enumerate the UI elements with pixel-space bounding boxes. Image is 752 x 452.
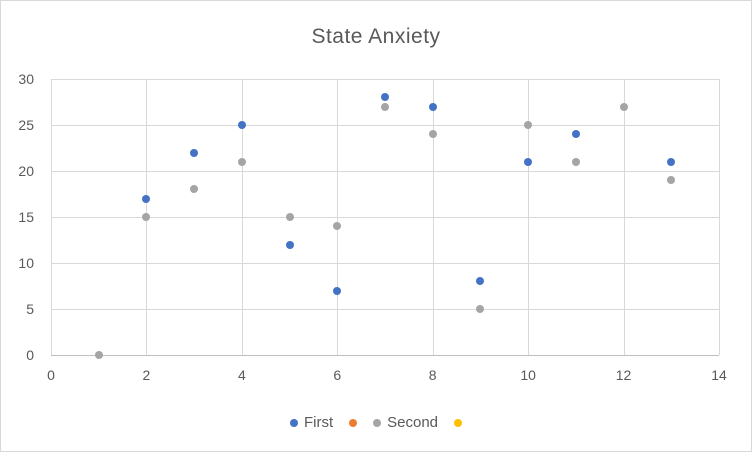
x-tick-label: 12 (615, 367, 632, 383)
x-tick-label: 8 (428, 367, 437, 383)
data-point-first[interactable] (333, 286, 342, 295)
data-point-first[interactable] (285, 240, 294, 249)
y-tick-label: 20 (18, 163, 34, 179)
chart-title: State Anxiety (311, 25, 441, 48)
x-tick-label: 10 (520, 367, 536, 383)
legend-label: Second (387, 414, 439, 431)
y-tick-label: 15 (18, 209, 34, 225)
data-point-first[interactable] (237, 121, 246, 129)
data-point-first[interactable] (428, 102, 437, 111)
data-point-first[interactable] (381, 93, 389, 102)
y-tick-label: 10 (18, 255, 34, 271)
data-point-second[interactable] (476, 305, 485, 313)
horizontal-gridline (51, 125, 719, 126)
horizontal-gridline (51, 263, 719, 264)
legend-item[interactable] (349, 418, 358, 427)
data-point-second[interactable] (94, 351, 103, 359)
legend-marker-icon (454, 418, 463, 427)
data-point-second[interactable] (237, 157, 246, 166)
data-point-first[interactable] (524, 157, 533, 166)
legend-marker-icon (373, 418, 382, 427)
legend-item-second[interactable]: Second (373, 414, 438, 431)
data-point-first[interactable] (667, 157, 676, 166)
x-axis-line (51, 355, 719, 356)
data-point-second[interactable] (142, 213, 151, 221)
y-tick-label: 25 (18, 117, 34, 133)
legend-item[interactable] (454, 418, 463, 427)
horizontal-gridline (51, 79, 719, 80)
x-tick-label: 14 (711, 367, 727, 383)
data-point-first[interactable] (571, 130, 580, 139)
data-point-second[interactable] (285, 213, 294, 221)
data-point-first[interactable] (476, 277, 485, 286)
horizontal-gridline (51, 217, 719, 218)
vertical-gridline (719, 79, 720, 355)
y-tick-label: 0 (26, 347, 34, 363)
data-point-first[interactable] (190, 148, 199, 157)
data-point-second[interactable] (571, 157, 580, 166)
legend-label: First (303, 414, 334, 431)
x-tick-label: 6 (333, 367, 342, 383)
y-tick-label: 30 (18, 71, 34, 87)
data-point-first[interactable] (142, 194, 151, 203)
legend-item-first[interactable]: First (289, 414, 334, 431)
data-point-second[interactable] (333, 222, 342, 231)
y-tick-label: 5 (26, 301, 34, 317)
data-point-second[interactable] (381, 102, 389, 111)
horizontal-gridline (51, 309, 719, 310)
data-point-second[interactable] (190, 185, 199, 194)
x-tick-label: 4 (237, 367, 246, 383)
data-point-second[interactable] (667, 176, 676, 185)
legend-marker-icon (349, 418, 358, 427)
legend: First Second (1, 414, 751, 431)
data-point-second[interactable] (428, 130, 437, 139)
data-point-second[interactable] (524, 121, 533, 129)
legend-marker-icon (289, 418, 298, 427)
data-point-second[interactable] (619, 102, 628, 111)
x-tick-label: 0 (47, 367, 55, 383)
x-tick-label: 2 (142, 367, 151, 383)
horizontal-gridline (51, 171, 719, 172)
